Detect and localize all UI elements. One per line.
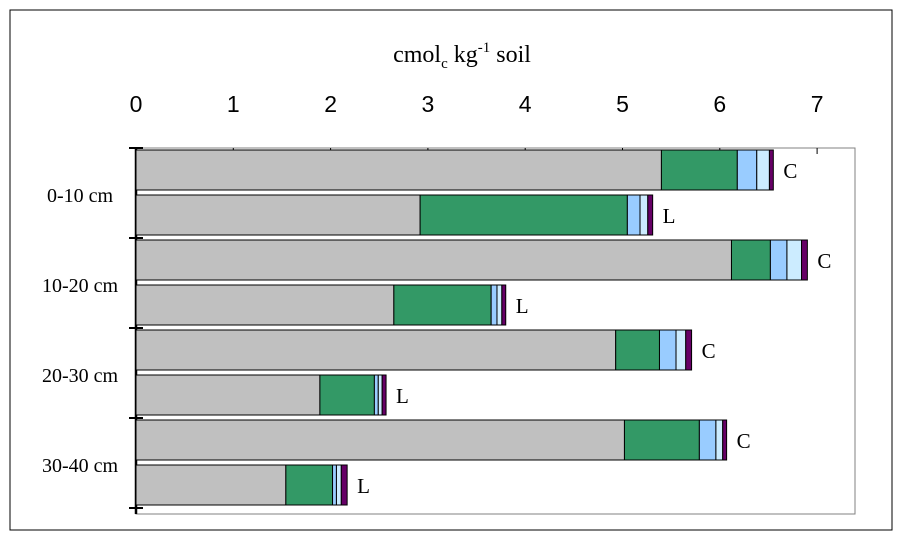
bar-segment: [135, 374, 321, 416]
x-tick-label: 6: [713, 91, 726, 117]
bar-segment: [285, 464, 334, 506]
bar-segment: [381, 374, 387, 416]
x-tick-label: 0: [130, 91, 143, 117]
bar-end-label: C: [737, 429, 751, 453]
x-tick-label: 5: [616, 91, 629, 117]
bar-segment: [768, 149, 774, 191]
bar-end-label: L: [396, 384, 409, 408]
bar-segment: [490, 284, 498, 326]
category-label: 0-10 cm: [47, 185, 114, 207]
bar-segment: [393, 284, 492, 326]
bar-segment: [135, 329, 617, 371]
bar-segment: [660, 149, 738, 191]
x-tick-label: 4: [519, 91, 532, 117]
bar-end-label: C: [783, 159, 797, 183]
bar-segment: [715, 419, 724, 461]
bar-segment: [756, 149, 770, 191]
bar-segment: [685, 329, 693, 371]
bar-segment: [698, 419, 717, 461]
x-tick-label: 2: [324, 91, 337, 117]
bar-segment: [340, 464, 348, 506]
x-tick-label: 1: [227, 91, 240, 117]
bar-segment: [623, 419, 700, 461]
category-label: 20-30 cm: [42, 365, 119, 387]
category-label: 10-20 cm: [42, 275, 119, 297]
bar-segment: [335, 464, 342, 506]
bar-segment: [615, 329, 660, 371]
bars: [135, 149, 808, 506]
bar-segment: [135, 194, 421, 236]
bar-end-label: C: [702, 339, 716, 363]
bar-segment: [377, 374, 383, 416]
bar-segment: [135, 419, 625, 461]
bar-segment: [658, 329, 677, 371]
bar-segment: [373, 374, 379, 416]
bar-segment: [135, 284, 395, 326]
bar-segment: [675, 329, 687, 371]
bar-end-label: L: [357, 474, 370, 498]
bar-segment: [801, 239, 808, 281]
bar-segment: [419, 194, 628, 236]
bar-end-label: L: [663, 204, 676, 228]
bar-segment: [722, 419, 728, 461]
bar-segment: [730, 239, 771, 281]
x-tick-label: 7: [811, 91, 824, 117]
bar-end-label: C: [817, 249, 831, 273]
bar-segment: [736, 149, 758, 191]
bar-segment: [647, 194, 654, 236]
bar-segment: [135, 464, 287, 506]
bar-segment: [769, 239, 788, 281]
bar-end-label: L: [516, 294, 529, 318]
bar-segment: [332, 464, 337, 506]
bar-segment: [501, 284, 507, 326]
bar-segment: [786, 239, 803, 281]
bar-segment: [496, 284, 503, 326]
bar-segment: [626, 194, 641, 236]
bar-segment: [639, 194, 649, 236]
bar-segment: [135, 149, 662, 191]
bar-segment: [135, 239, 732, 281]
labels: 0-10 cm 10-20 cm 20-30 cm 30-40 cm C L C L C L C L: [42, 159, 831, 498]
category-label: 30-40 cm: [42, 455, 119, 477]
x-axis-title: cmolc kg-1 soil: [393, 40, 531, 72]
x-tick-label: 3: [422, 91, 435, 117]
bar-segment: [319, 374, 375, 416]
